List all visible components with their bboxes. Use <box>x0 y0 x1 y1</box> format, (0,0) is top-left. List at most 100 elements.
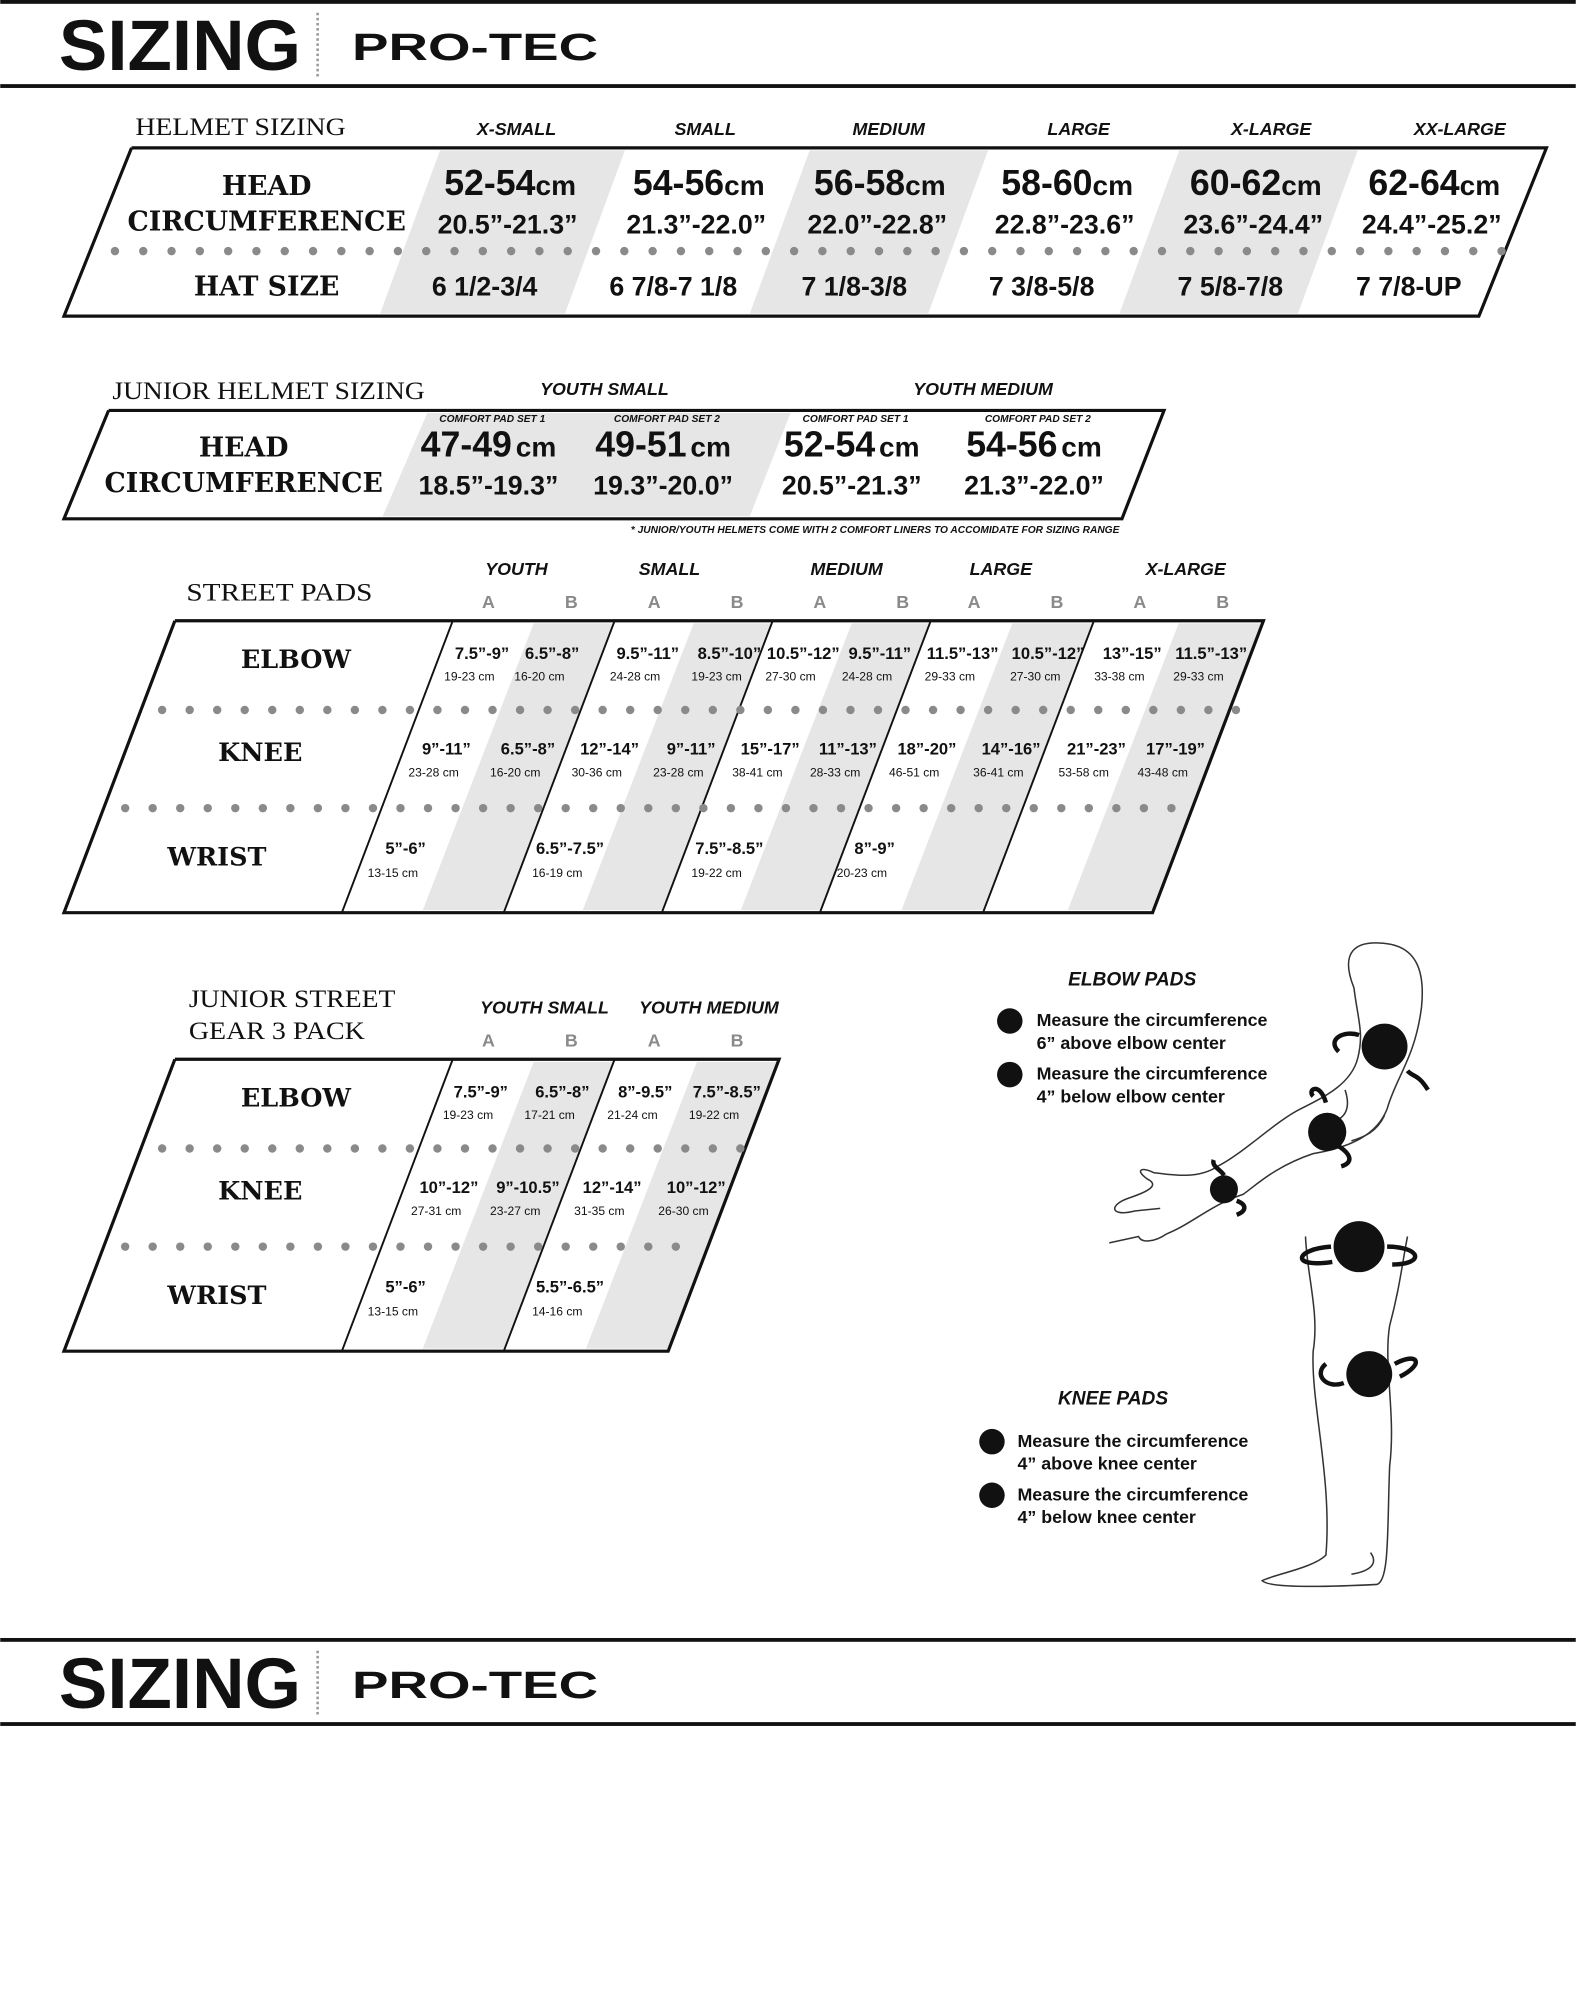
dot-separator <box>533 1242 543 1251</box>
size-inches: 7.5”-8.5” <box>693 1083 761 1102</box>
size-cm: 38-41 cm <box>732 765 782 779</box>
cm-unit: cm <box>516 431 557 462</box>
dot-separator <box>699 803 708 813</box>
size-inches: 6.5”-7.5” <box>536 839 604 858</box>
size-cm: 30-36 cm <box>572 765 622 779</box>
dot-separator <box>1176 705 1186 715</box>
size-cm: 21-24 cm <box>607 1108 657 1122</box>
instruction-line: Measure the circumference <box>1017 1431 1248 1451</box>
size-cm: 23-27 cm <box>490 1204 540 1218</box>
hat-size-value: 7 5/8-7/8 <box>1178 272 1284 302</box>
table-border <box>61 1057 782 1353</box>
column-letter: B <box>565 592 578 612</box>
cm-unit: cm <box>724 170 765 201</box>
size-cm: 27-30 cm <box>765 670 815 684</box>
dot-separator <box>956 705 965 715</box>
dot-separator <box>252 246 261 256</box>
head-circumference-inches: 24.4”-25.2” <box>1362 209 1502 239</box>
column-stripe <box>740 623 931 911</box>
dot-separator <box>1149 705 1158 715</box>
head-circumference-inches: 18.5”-19.3” <box>419 471 559 501</box>
dot-separator <box>625 1144 635 1153</box>
dot-separator <box>959 246 969 256</box>
dot-separator <box>506 1242 515 1251</box>
dot-separator <box>543 1144 552 1153</box>
cm-value: 49-51 <box>595 424 686 464</box>
section-title: JUNIOR STREET <box>189 984 396 1013</box>
dot-separator <box>240 1144 249 1153</box>
dot-separator <box>451 803 460 813</box>
dot-separator <box>350 1144 360 1153</box>
dot-separator <box>781 803 791 813</box>
head-circumference-inches: 21.3”-22.0” <box>626 209 766 239</box>
dot-separator <box>809 803 818 813</box>
dot-separator <box>846 705 855 715</box>
rotation-arrow-icon <box>1309 1086 1329 1104</box>
dot-separator <box>676 246 686 256</box>
dot-separator <box>1011 705 1020 715</box>
size-inches: 11”-13” <box>819 740 877 759</box>
dot-separator <box>176 803 185 813</box>
size-inches: 18”-20” <box>897 740 956 759</box>
column-stripe <box>422 1061 615 1349</box>
dot-separator <box>681 705 690 715</box>
sizing-title: SIZING <box>59 1644 301 1724</box>
size-header: MEDIUM <box>853 119 926 139</box>
divider-dot <box>316 1650 319 1654</box>
dot-separator <box>873 705 883 715</box>
knee-a-badge-icon <box>1333 1221 1385 1273</box>
cm-value: 54-56 <box>966 424 1057 464</box>
dot-separator <box>433 1144 442 1153</box>
head-circumference-inches: 21.3”-22.0” <box>964 471 1104 501</box>
divider-dot <box>316 1701 319 1705</box>
street-pads-table: YOUTH SMALL MEDIUM LARGE X-LARGE A B A B A B A B A B EL… <box>61 559 1266 915</box>
size-inches: 9”-11” <box>422 740 471 759</box>
size-header: YOUTH SMALL <box>480 997 609 1017</box>
divider-dot <box>316 53 319 57</box>
divider-dot <box>316 1681 319 1684</box>
dot-separator <box>946 803 956 813</box>
column-letter: B <box>731 592 744 612</box>
column-divider <box>502 620 616 914</box>
head-circumference-inches: 20.5”-21.3” <box>782 471 922 501</box>
divider-dot <box>316 1711 319 1715</box>
dot-separator <box>1094 705 1103 715</box>
size-cm: 23-28 cm <box>653 765 703 779</box>
dot-separator <box>708 1144 717 1153</box>
column-divider <box>660 620 774 914</box>
row-label-elbow: ELBOW <box>241 645 352 675</box>
column-stripe <box>585 1061 780 1349</box>
head-circumference-cm: 49-51 cm <box>595 424 731 464</box>
size-cm: 28-33 cm <box>810 765 860 779</box>
size-cm: 17-21 cm <box>524 1108 574 1122</box>
dot-separator <box>120 803 130 813</box>
dot-separator <box>1066 705 1075 715</box>
dot-separator <box>393 246 403 256</box>
knee-b-badge-icon <box>1346 1351 1393 1398</box>
dot-separator <box>341 1242 350 1251</box>
divider-dot <box>316 1666 319 1669</box>
dot-separator <box>598 1144 607 1153</box>
size-cm: 13-15 cm <box>368 866 418 880</box>
size-inches: 12”-14” <box>580 740 639 759</box>
dot-separator <box>1355 246 1365 256</box>
dot-separator <box>533 803 543 813</box>
column-letter: B <box>731 1031 744 1051</box>
column-letter: B <box>1051 592 1064 612</box>
dot-separator <box>1029 803 1038 813</box>
head-circumference-cm: 58-60cm <box>1001 163 1133 203</box>
dot-separator <box>1204 705 1213 715</box>
table-border <box>61 146 1549 318</box>
size-inches: 9”-10.5” <box>496 1178 560 1197</box>
dot-separator <box>1186 246 1195 256</box>
size-inches: 10.5”-12” <box>767 644 840 663</box>
size-cm: 19-23 cm <box>444 670 494 684</box>
dot-separator <box>974 803 983 813</box>
size-inches: 10”-12” <box>419 1178 478 1197</box>
dot-separator <box>120 1242 130 1251</box>
table-border <box>61 619 1266 915</box>
divider-dot <box>316 12 319 16</box>
dot-separator <box>543 705 552 715</box>
dot-separator <box>563 246 572 256</box>
dot-separator <box>754 803 763 813</box>
